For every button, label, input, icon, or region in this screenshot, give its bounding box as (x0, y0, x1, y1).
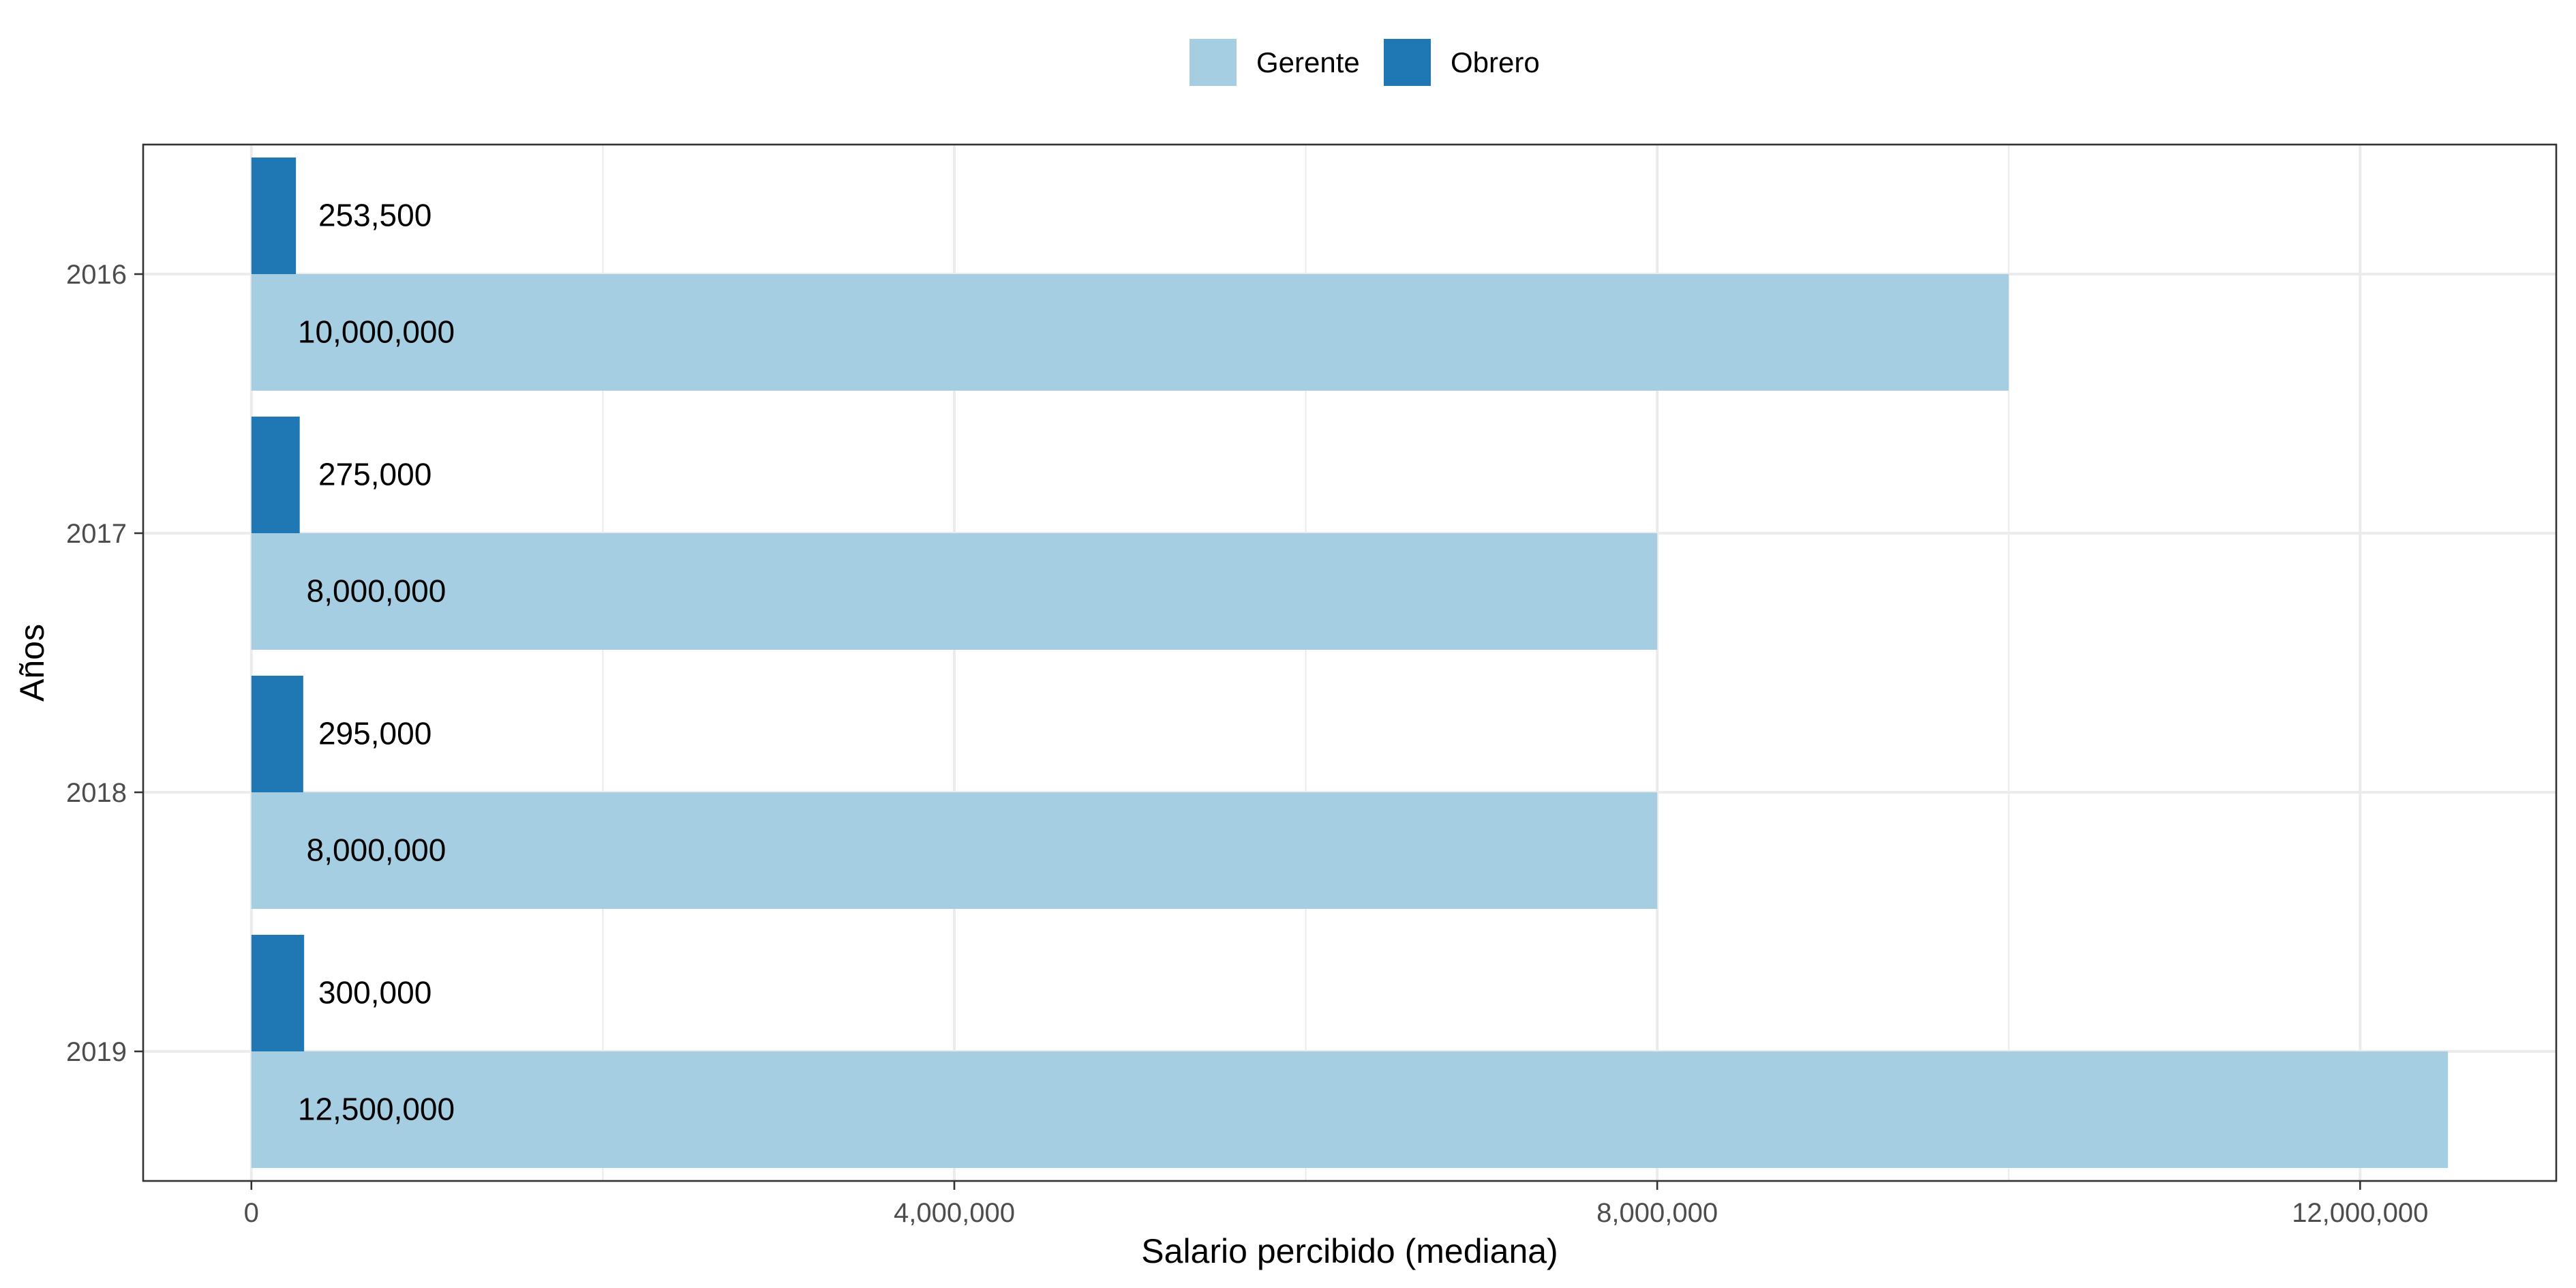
legend-key-gerente (1189, 39, 1237, 86)
y-tick-label: 2019 (66, 1037, 127, 1067)
bars (251, 158, 2449, 1168)
data-label-obrero: 253,500 (318, 198, 431, 233)
y-tick-label: 2016 (66, 260, 127, 290)
bar-obrero (251, 158, 297, 274)
data-label-gerente: 12,500,000 (298, 1092, 455, 1127)
legend-label-gerente: Gerente (1256, 46, 1360, 78)
bar-gerente (251, 533, 1658, 650)
data-label-obrero: 295,000 (318, 716, 431, 751)
data-label-obrero: 275,000 (318, 457, 431, 492)
data-labels: 253,500 10,000,000 275,000 8,000,000 295,000… (298, 198, 455, 1127)
x-axis: 0 4,000,000 8,000,000 12,000,000 (244, 1181, 2428, 1228)
bar-gerente (251, 1051, 2449, 1168)
x-tick-label: 8,000,000 (1596, 1198, 1718, 1228)
legend-label-obrero: Obrero (1451, 46, 1540, 78)
x-tick-label: 0 (244, 1198, 259, 1228)
y-tick-label: 2018 (66, 778, 127, 808)
legend-key-obrero (1384, 39, 1431, 86)
data-label-gerente: 8,000,000 (307, 833, 446, 868)
y-axis-title: Años (13, 624, 51, 702)
y-axis: 2016 2017 2018 2019 (66, 260, 143, 1067)
x-axis-title: Salario percibido (mediana) (1141, 1232, 1558, 1270)
y-tick-label: 2017 (66, 519, 127, 549)
plot-border (142, 143, 2558, 1182)
bar-gerente (251, 792, 1658, 909)
bar-obrero (251, 676, 303, 792)
legend: Gerente Obrero (1189, 39, 1540, 86)
bar-obrero (251, 935, 305, 1051)
x-tick-label: 4,000,000 (894, 1198, 1015, 1228)
bar-gerente (251, 274, 2009, 391)
x-tick-label: 12,000,000 (2292, 1198, 2428, 1228)
data-label-obrero: 300,000 (318, 975, 431, 1010)
bar-obrero (251, 417, 300, 533)
data-label-gerente: 8,000,000 (307, 573, 446, 609)
data-label-gerente: 10,000,000 (298, 314, 455, 350)
